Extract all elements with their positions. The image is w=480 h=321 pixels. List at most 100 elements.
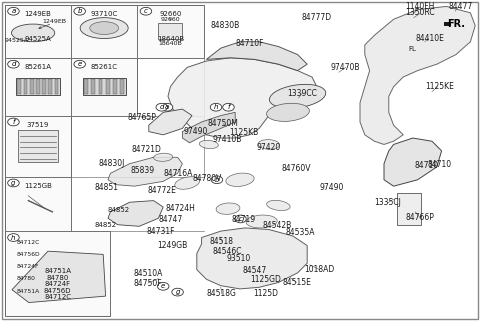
Text: 94525A: 94525A <box>24 36 51 41</box>
Circle shape <box>8 118 19 126</box>
Text: 84510A: 84510A <box>133 269 163 278</box>
Text: 84830B: 84830B <box>211 21 240 30</box>
Text: b: b <box>215 177 219 183</box>
Text: 1339CC: 1339CC <box>288 89 317 98</box>
Text: a: a <box>165 104 169 110</box>
Bar <box>113 79 117 94</box>
Text: d: d <box>159 104 164 110</box>
Polygon shape <box>108 157 182 186</box>
Text: 94525A: 94525A <box>4 39 28 43</box>
Circle shape <box>8 234 19 241</box>
Text: 1125D: 1125D <box>253 289 278 298</box>
Circle shape <box>74 7 85 15</box>
Text: 84515E: 84515E <box>282 278 311 287</box>
Text: 1018AD: 1018AD <box>304 265 335 274</box>
Ellipse shape <box>258 140 279 149</box>
Bar <box>48 79 52 94</box>
Text: f: f <box>227 104 230 110</box>
Text: 97470B: 97470B <box>331 63 360 72</box>
Circle shape <box>8 60 19 68</box>
Text: e: e <box>78 61 82 67</box>
Text: 84542B: 84542B <box>263 221 291 230</box>
Circle shape <box>156 103 168 111</box>
Bar <box>71 58 137 116</box>
Text: 85261A: 85261A <box>24 65 51 70</box>
Text: 84780: 84780 <box>47 275 69 281</box>
Text: b: b <box>77 8 82 14</box>
Text: FR.: FR. <box>447 19 466 30</box>
Text: 92660: 92660 <box>159 12 181 17</box>
Text: c: c <box>239 216 242 222</box>
Text: d: d <box>11 61 16 67</box>
Text: h: h <box>214 104 218 110</box>
Bar <box>24 79 27 94</box>
Text: 97490: 97490 <box>183 127 207 136</box>
Text: 93510: 93510 <box>227 254 251 263</box>
Ellipse shape <box>216 203 240 214</box>
Text: 84756D: 84756D <box>17 252 40 257</box>
Text: 1249EB: 1249EB <box>24 12 51 17</box>
Circle shape <box>8 179 19 187</box>
Bar <box>55 79 59 94</box>
Text: 84777D: 84777D <box>302 13 332 22</box>
Text: 1125KE: 1125KE <box>425 82 454 91</box>
Bar <box>5 58 71 116</box>
Bar <box>158 23 182 39</box>
Ellipse shape <box>226 173 254 187</box>
Polygon shape <box>360 6 475 144</box>
Polygon shape <box>168 58 317 138</box>
Text: 84750F: 84750F <box>133 279 162 288</box>
Text: FL: FL <box>408 46 416 52</box>
Text: 84852: 84852 <box>108 207 130 213</box>
Polygon shape <box>108 201 163 226</box>
Text: 84765P: 84765P <box>127 113 156 122</box>
Bar <box>5 5 71 58</box>
Text: 84731F: 84731F <box>146 227 175 236</box>
Bar <box>5 116 71 177</box>
Bar <box>99 79 103 94</box>
Text: 1125GD: 1125GD <box>250 275 281 284</box>
Text: a: a <box>12 8 15 14</box>
Bar <box>444 22 451 26</box>
Polygon shape <box>197 228 307 289</box>
Bar <box>30 79 34 94</box>
Text: 85261C: 85261C <box>91 65 118 70</box>
Polygon shape <box>182 112 235 143</box>
Text: 84852: 84852 <box>95 222 117 228</box>
Text: f: f <box>12 119 15 125</box>
Bar <box>91 79 95 94</box>
Text: 84766P: 84766P <box>406 213 434 222</box>
Text: 97420: 97420 <box>257 143 281 152</box>
Text: 84410E: 84410E <box>415 34 444 43</box>
Text: 85839: 85839 <box>131 166 155 175</box>
Bar <box>106 79 109 94</box>
Ellipse shape <box>154 153 173 161</box>
Ellipse shape <box>175 177 200 189</box>
Bar <box>5 231 110 316</box>
Bar <box>36 79 40 94</box>
Text: g: g <box>175 289 180 295</box>
Ellipse shape <box>246 215 277 228</box>
Text: 1125KB: 1125KB <box>229 128 258 137</box>
Text: 1140FH: 1140FH <box>405 2 435 11</box>
Circle shape <box>157 282 169 290</box>
Circle shape <box>172 288 183 296</box>
Ellipse shape <box>90 22 119 35</box>
Polygon shape <box>384 138 442 186</box>
Ellipse shape <box>266 103 310 121</box>
Text: 84751A: 84751A <box>17 289 40 294</box>
Text: 84518G: 84518G <box>207 289 237 298</box>
Text: 1125GB: 1125GB <box>24 183 52 189</box>
Text: 84780V: 84780V <box>192 174 222 183</box>
Text: 1249GB: 1249GB <box>157 241 188 250</box>
Text: g: g <box>11 180 16 186</box>
Circle shape <box>140 7 152 15</box>
Text: 84724F: 84724F <box>45 281 71 287</box>
Circle shape <box>223 103 234 111</box>
Bar <box>5 177 71 231</box>
Text: 93710C: 93710C <box>91 12 118 17</box>
Bar <box>84 79 88 94</box>
Circle shape <box>211 176 223 184</box>
Text: 84546C: 84546C <box>213 247 242 256</box>
Bar <box>397 193 421 225</box>
